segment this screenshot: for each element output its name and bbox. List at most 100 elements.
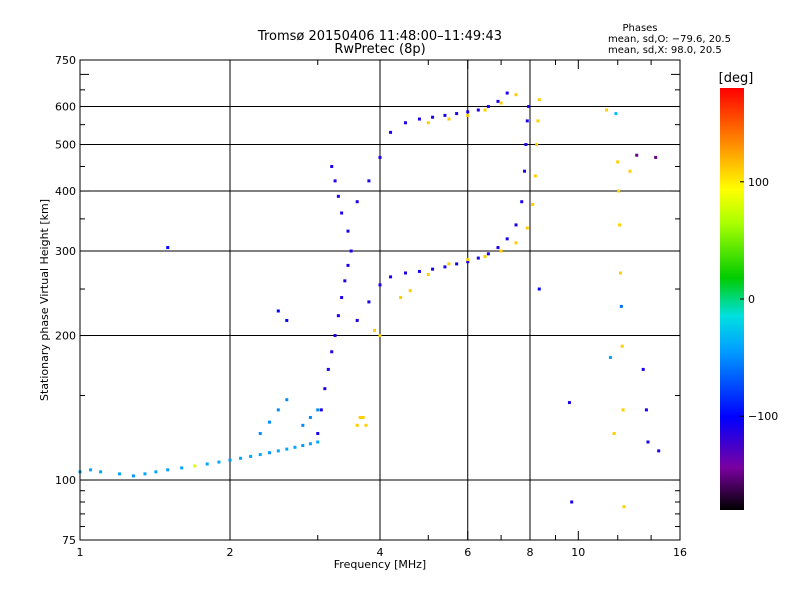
data-point — [154, 470, 158, 474]
data-point — [520, 200, 524, 204]
y-tick-label: 500 — [55, 139, 76, 152]
data-point — [326, 367, 330, 371]
data-point — [614, 112, 618, 116]
data-point — [455, 112, 459, 116]
colorbar-ticks: 100 0 −100 — [740, 176, 778, 423]
data-point — [276, 449, 280, 453]
data-point — [355, 200, 359, 204]
x-tick-label: 4 — [377, 546, 384, 559]
data-point — [531, 202, 535, 206]
data-point — [333, 334, 337, 338]
data-point — [319, 408, 323, 412]
data-point — [641, 367, 645, 371]
y-axis: 75 100 200 300 400 500 600 750 — [55, 54, 680, 547]
y-axis-label: Stationary phase Virtual Height [km] — [38, 199, 51, 401]
phases-heading: Phases — [622, 23, 657, 34]
data-point — [514, 241, 518, 245]
data-point — [180, 466, 184, 470]
data-point — [249, 454, 253, 458]
data-point — [355, 318, 359, 322]
data-point — [567, 401, 571, 405]
data-point — [336, 194, 340, 198]
data-point — [622, 505, 626, 509]
data-point — [514, 223, 518, 227]
data-point — [258, 432, 262, 436]
data-point — [466, 258, 470, 262]
data-point — [346, 263, 350, 267]
data-point — [605, 108, 609, 112]
data-point — [533, 174, 537, 178]
data-point — [417, 269, 421, 273]
data-point — [618, 271, 622, 275]
data-point — [378, 283, 382, 287]
data-point — [443, 113, 447, 117]
grid-lines — [80, 60, 680, 540]
data-point — [346, 229, 350, 233]
data-point — [570, 500, 574, 504]
data-point — [505, 91, 509, 95]
data-point — [483, 108, 487, 112]
y-tick-label: 75 — [62, 534, 76, 547]
data-point — [616, 160, 620, 164]
colorbar-label: [deg] — [719, 71, 754, 86]
data-point — [399, 296, 403, 300]
chart-subtitle: RwPretec (8p) — [334, 42, 425, 57]
data-point — [620, 344, 624, 348]
y-tick-label: 750 — [55, 54, 76, 67]
data-point — [535, 143, 539, 147]
x-tick-label: 2 — [227, 546, 234, 559]
data-point — [239, 456, 243, 460]
x-axis-label: Frequency [MHz] — [334, 558, 426, 571]
data-point — [431, 115, 435, 119]
x-tick-label: 1 — [77, 546, 84, 559]
data-point — [523, 169, 527, 173]
data-point — [131, 474, 135, 478]
data-point — [443, 265, 447, 269]
data-point — [447, 117, 451, 121]
data-point — [276, 408, 280, 412]
data-point — [355, 423, 359, 427]
data-point — [447, 262, 451, 266]
data-point — [285, 398, 289, 402]
data-point — [205, 462, 209, 466]
data-point — [336, 314, 340, 318]
data-point — [349, 249, 353, 253]
data-point — [466, 113, 470, 117]
y-tick-label: 300 — [55, 245, 76, 258]
data-point — [378, 155, 382, 159]
data-point — [301, 423, 305, 427]
data-points — [78, 91, 661, 509]
data-point — [466, 260, 470, 264]
data-point — [343, 279, 347, 283]
data-point — [618, 223, 622, 227]
data-point — [267, 420, 271, 424]
y-tick-label: 200 — [55, 330, 76, 343]
data-point — [403, 271, 407, 275]
data-point — [166, 468, 170, 472]
data-point — [476, 256, 480, 260]
data-point — [285, 447, 289, 451]
data-point — [525, 119, 529, 123]
colorbar: [deg] 100 0 −100 — [719, 71, 778, 510]
data-point — [496, 246, 500, 250]
data-point — [217, 460, 221, 464]
x-tick-label: 16 — [673, 546, 687, 559]
data-point — [301, 444, 305, 448]
data-point — [486, 105, 490, 109]
data-point — [635, 153, 639, 157]
y-tick-label: 600 — [55, 101, 76, 114]
data-point — [417, 117, 421, 121]
data-point — [276, 309, 280, 313]
data-point — [166, 246, 170, 250]
y-tick-label: 100 — [55, 474, 76, 487]
x-axis: 1 2 4 6 8 10 16 — [77, 60, 687, 559]
data-point — [499, 101, 503, 105]
data-point — [608, 355, 612, 359]
data-point — [378, 334, 382, 338]
data-point — [644, 408, 648, 412]
data-point — [408, 289, 412, 293]
data-point — [285, 318, 289, 322]
data-point — [330, 350, 334, 354]
data-point — [617, 189, 621, 193]
